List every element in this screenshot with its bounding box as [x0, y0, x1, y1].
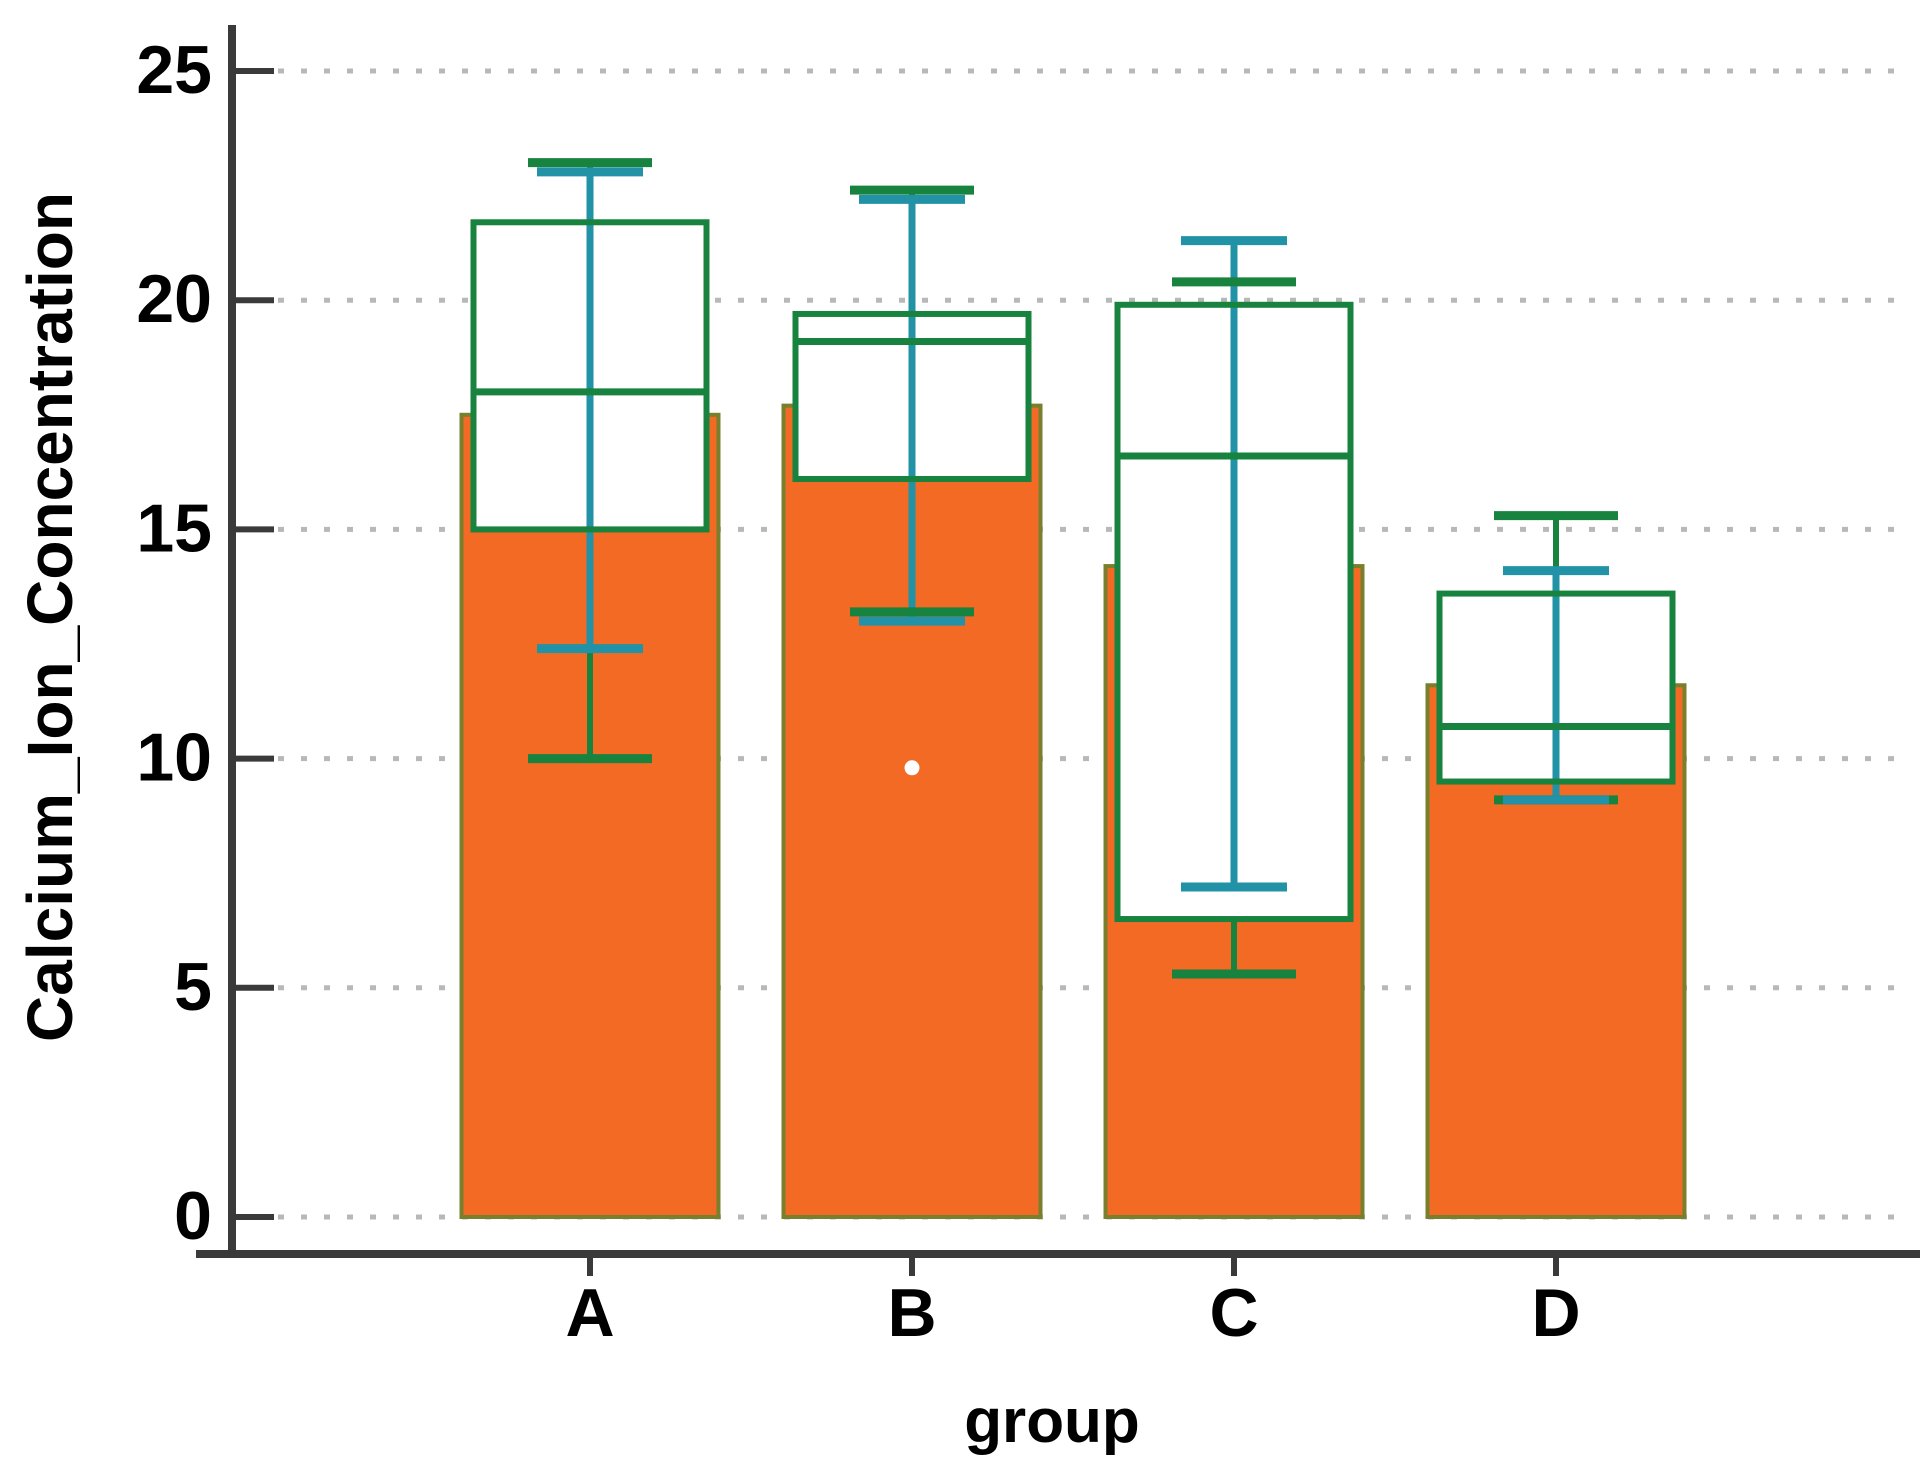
y-tick-label: 10	[136, 720, 212, 796]
box-outline-C	[1114, 301, 1354, 923]
chart-marks-layer	[459, 158, 1687, 1219]
x-tick-label: A	[565, 1275, 614, 1351]
x-axis-title: group	[964, 1387, 1140, 1456]
y-tick-label: 0	[174, 1178, 212, 1254]
box-outline-A	[470, 219, 710, 533]
box-outline-B	[792, 310, 1032, 482]
y-tick-label: 5	[174, 949, 212, 1025]
x-tick-label: D	[1531, 1275, 1580, 1351]
tick-label-layer: 0 5 10 15 20 25 A B C D	[136, 32, 1580, 1351]
y-axis-title: Calcium_Ion_Concentration	[14, 192, 86, 1042]
y-tick-label: 15	[136, 490, 212, 566]
x-tick-label: C	[1209, 1275, 1258, 1351]
box-outline-D	[1436, 590, 1676, 785]
y-tick-label: 25	[136, 32, 212, 108]
x-tick-label: B	[887, 1275, 936, 1351]
outlier-B	[904, 760, 920, 776]
axes-layer	[196, 25, 1920, 1276]
y-tick-label: 20	[136, 261, 212, 337]
